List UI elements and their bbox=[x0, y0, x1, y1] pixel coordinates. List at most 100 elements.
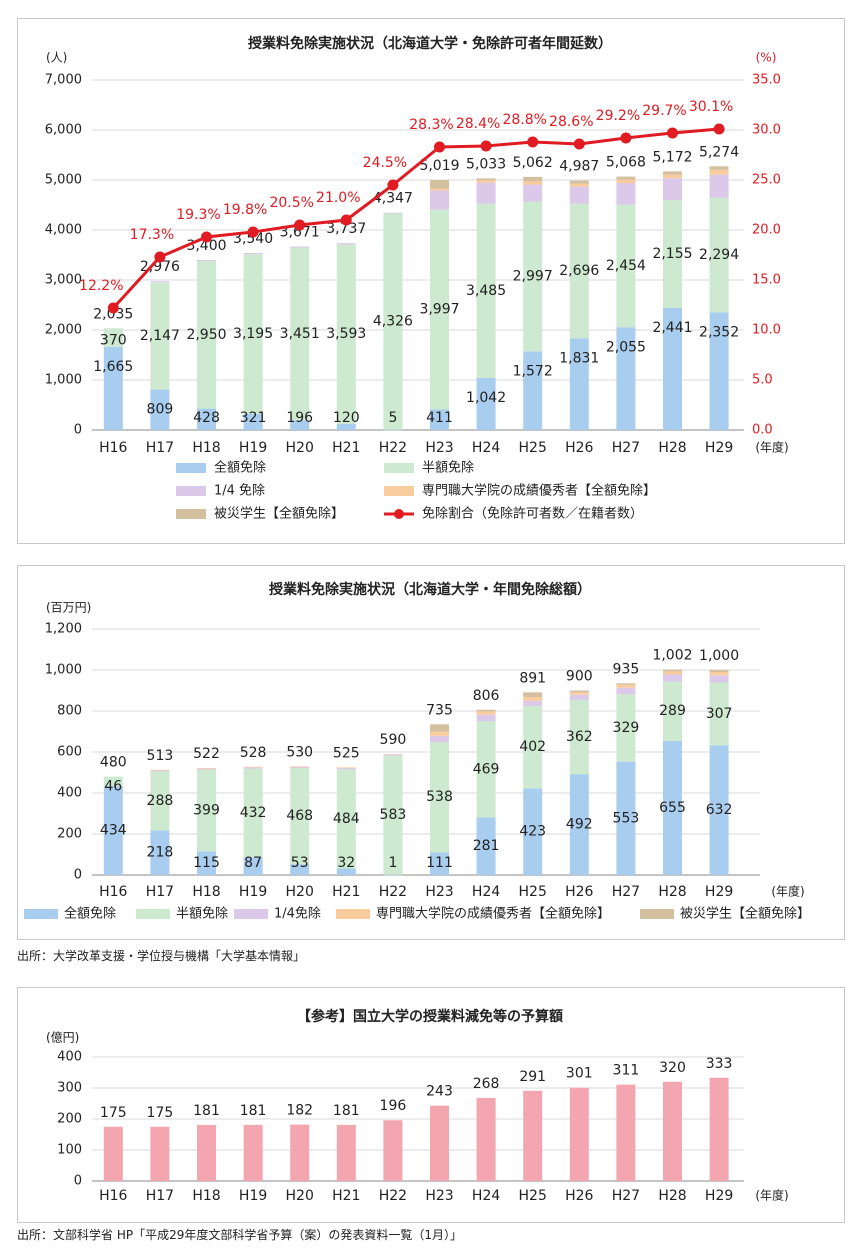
data-label: 181 bbox=[240, 1103, 267, 1119]
data-label-total: 530 bbox=[286, 744, 313, 760]
y-axis-unit: (人) bbox=[46, 51, 67, 65]
data-label-full: 196 bbox=[286, 410, 313, 426]
data-label-total: 2,035 bbox=[93, 306, 133, 322]
y-tick-label: 5,000 bbox=[45, 173, 82, 188]
data-label-total: 3,540 bbox=[233, 231, 273, 247]
ratio-label: 30.1% bbox=[689, 99, 733, 115]
bar-segment bbox=[663, 740, 682, 875]
bar-segment bbox=[663, 681, 682, 741]
bar-segment bbox=[290, 864, 310, 875]
ratio-point bbox=[387, 179, 399, 191]
y2-tick-label: 0.0 bbox=[752, 423, 773, 438]
bar-segment bbox=[197, 408, 216, 430]
data-label-half: 538 bbox=[426, 789, 453, 805]
data-label: 175 bbox=[147, 1105, 174, 1121]
data-label-total: 3,737 bbox=[326, 221, 366, 237]
y-tick-label: 1,000 bbox=[45, 373, 82, 388]
x-tick-label: H18 bbox=[192, 440, 220, 456]
data-label-half: 3,451 bbox=[280, 326, 320, 342]
bar-segment bbox=[336, 244, 356, 424]
ratio-point bbox=[527, 136, 539, 148]
bar-segment bbox=[523, 700, 543, 706]
data-label-full: 218 bbox=[147, 845, 174, 861]
y-tick-label: 0 bbox=[74, 423, 82, 438]
bar-segment bbox=[336, 424, 356, 430]
ratio-label: 20.5% bbox=[269, 195, 313, 211]
data-label: 301 bbox=[566, 1066, 593, 1082]
x-tick-label: H17 bbox=[146, 440, 174, 456]
bar-segment bbox=[523, 692, 543, 698]
data-label-full: 1,042 bbox=[466, 390, 506, 406]
bar-segment bbox=[150, 771, 170, 831]
ratio-label: 19.3% bbox=[176, 207, 220, 223]
legend-label: 全額免除 bbox=[214, 460, 266, 476]
bar-segment bbox=[569, 203, 589, 339]
legend-label: 半額免除 bbox=[422, 461, 474, 476]
ratio-label: 24.5% bbox=[363, 155, 407, 171]
bar-segment bbox=[290, 766, 310, 769]
bar-segment bbox=[616, 1084, 636, 1181]
y-axis-unit: (百万円) bbox=[46, 601, 91, 615]
bar-segment bbox=[616, 204, 636, 328]
ratio-point bbox=[667, 127, 678, 139]
data-label-half: 468 bbox=[286, 808, 313, 824]
data-label-half: 484 bbox=[333, 811, 360, 827]
legend-label: 1/4 免除 bbox=[214, 484, 265, 499]
data-label-half: 402 bbox=[519, 739, 546, 755]
bar-segment bbox=[103, 328, 123, 347]
data-label-full: 53 bbox=[291, 855, 309, 871]
bar-segment bbox=[616, 327, 636, 430]
bar-segment bbox=[290, 1124, 310, 1181]
x-tick-label: H29 bbox=[705, 440, 733, 456]
x-tick-label: H29 bbox=[705, 1188, 733, 1204]
data-label-half: 362 bbox=[566, 729, 593, 745]
bar-segment bbox=[663, 669, 682, 672]
x-tick-label: H22 bbox=[379, 440, 407, 456]
data-label: 268 bbox=[473, 1076, 500, 1092]
data-label-half: 370 bbox=[100, 332, 127, 348]
legend-swatch bbox=[336, 909, 370, 919]
ratio-point bbox=[713, 123, 725, 135]
data-label-half: 307 bbox=[706, 706, 733, 722]
data-label-half: 288 bbox=[147, 793, 174, 809]
bar-segment bbox=[709, 682, 729, 746]
x-tick-label: H19 bbox=[239, 1188, 267, 1204]
data-label-full: 411 bbox=[426, 410, 453, 426]
data-label-half: 432 bbox=[240, 805, 267, 821]
x-tick-label: H16 bbox=[99, 440, 127, 456]
bar-segment bbox=[523, 181, 543, 185]
bar-segment bbox=[336, 767, 356, 768]
bar-segment bbox=[616, 683, 636, 685]
bar-segment bbox=[197, 768, 216, 770]
data-label-half: 469 bbox=[473, 761, 500, 777]
ratio-point bbox=[294, 219, 306, 231]
data-label-half: 2,147 bbox=[140, 328, 180, 344]
data-label-full: 655 bbox=[659, 800, 686, 816]
data-label-total: 5,068 bbox=[606, 155, 646, 171]
data-label-total: 1,002 bbox=[652, 648, 692, 664]
legend-swatch bbox=[176, 509, 206, 519]
ratio-point bbox=[154, 251, 166, 263]
bar-segment bbox=[197, 1124, 216, 1181]
x-tick-label: H24 bbox=[472, 1188, 500, 1204]
bar-segment bbox=[430, 1105, 449, 1181]
bar-segment bbox=[336, 767, 356, 770]
data-label: 181 bbox=[193, 1103, 220, 1119]
data-label-full: 115 bbox=[193, 855, 220, 871]
bar-segment bbox=[709, 675, 729, 683]
data-label-full: 5 bbox=[388, 410, 397, 426]
data-label-total: 5,019 bbox=[419, 158, 459, 174]
x-tick-label: H24 bbox=[472, 440, 500, 456]
bar-segment bbox=[383, 754, 403, 755]
data-label-total: 1,000 bbox=[699, 648, 739, 664]
x-tick-label: H19 bbox=[239, 440, 267, 456]
bar-segment bbox=[336, 868, 356, 875]
y-tick-label: 800 bbox=[57, 704, 82, 719]
data-label-half: 46 bbox=[104, 779, 122, 795]
ratio-point bbox=[573, 138, 585, 150]
bar-segment bbox=[616, 687, 636, 695]
y-tick-label: 4,000 bbox=[45, 223, 82, 238]
data-label-total: 5,033 bbox=[466, 156, 506, 172]
x-tick-label: H21 bbox=[332, 884, 360, 900]
x-tick-label: H22 bbox=[379, 1188, 407, 1204]
